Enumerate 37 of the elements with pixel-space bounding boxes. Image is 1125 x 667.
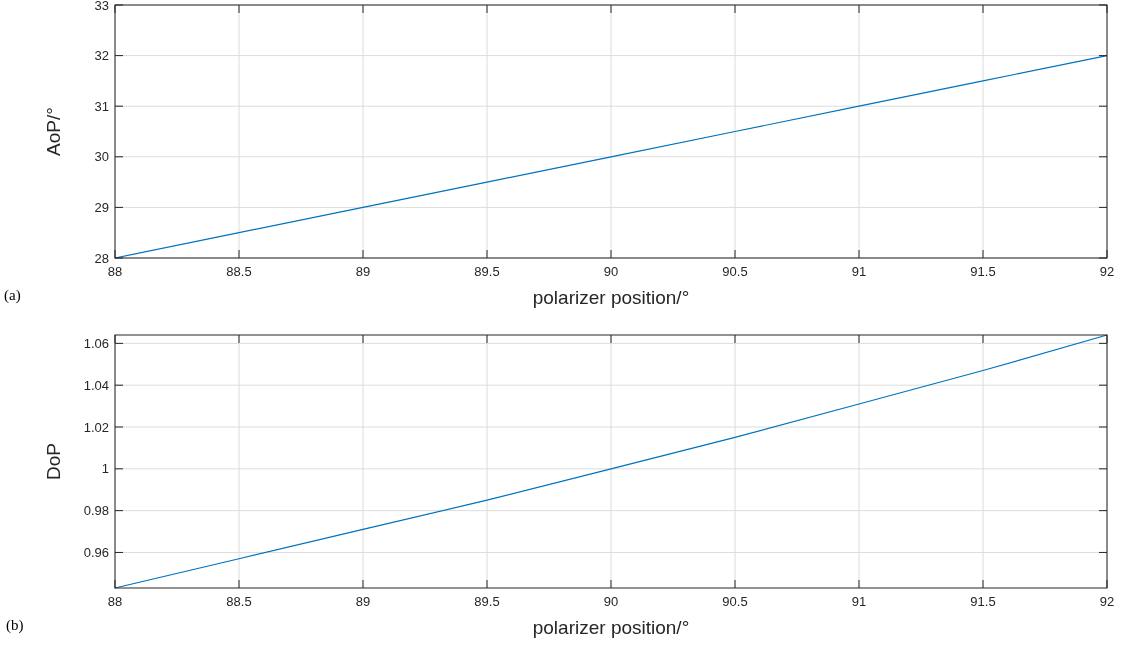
y-tick-label: 1	[101, 461, 109, 477]
x-tick-label: 88.5	[226, 264, 252, 279]
x-tick-label: 88.5	[226, 594, 252, 609]
x-axis-title: polarizer position/°	[532, 617, 690, 638]
y-tick-label: 29	[94, 199, 109, 215]
x-axis-title: polarizer position/°	[532, 287, 690, 308]
x-tick-label: 90.5	[722, 594, 748, 609]
x-tick-label: 89.5	[474, 594, 500, 609]
y-axis-title: AoP/°	[43, 107, 64, 156]
x-tick-label: 89.5	[474, 264, 500, 279]
x-tick-label: 88	[107, 594, 123, 609]
y-axis-title: DoP	[43, 443, 64, 480]
y-tick-label: 1.06	[83, 335, 109, 351]
y-tick-label: 30	[94, 149, 109, 165]
x-tick-label: 90	[603, 264, 619, 279]
x-tick-label: 91	[851, 594, 867, 609]
x-tick-label: 91.5	[970, 264, 996, 279]
x-tick-label: 91.5	[970, 594, 996, 609]
y-tick-label: 1.02	[83, 419, 109, 435]
y-tick-label: 33	[94, 0, 109, 13]
x-tick-label: 91	[851, 264, 867, 279]
text: (b)	[6, 617, 24, 634]
text: (a)	[4, 287, 21, 304]
x-tick-label: 90.5	[722, 264, 748, 279]
y-tick-label: 1.04	[83, 377, 109, 393]
x-tick-label: 92	[1099, 594, 1115, 609]
x-tick-label: 89	[355, 594, 371, 609]
x-tick-label: 90	[603, 594, 619, 609]
x-tick-label: 89	[355, 264, 371, 279]
y-tick-label: 28	[94, 250, 109, 266]
x-tick-label: 88	[107, 264, 123, 279]
line-series	[114, 334, 1108, 589]
y-tick-label: 0.96	[83, 544, 109, 560]
x-tick-label: 92	[1099, 264, 1115, 279]
y-tick-label: 32	[94, 48, 109, 64]
y-tick-label: 0.98	[83, 503, 109, 519]
y-tick-label: 31	[94, 98, 109, 114]
